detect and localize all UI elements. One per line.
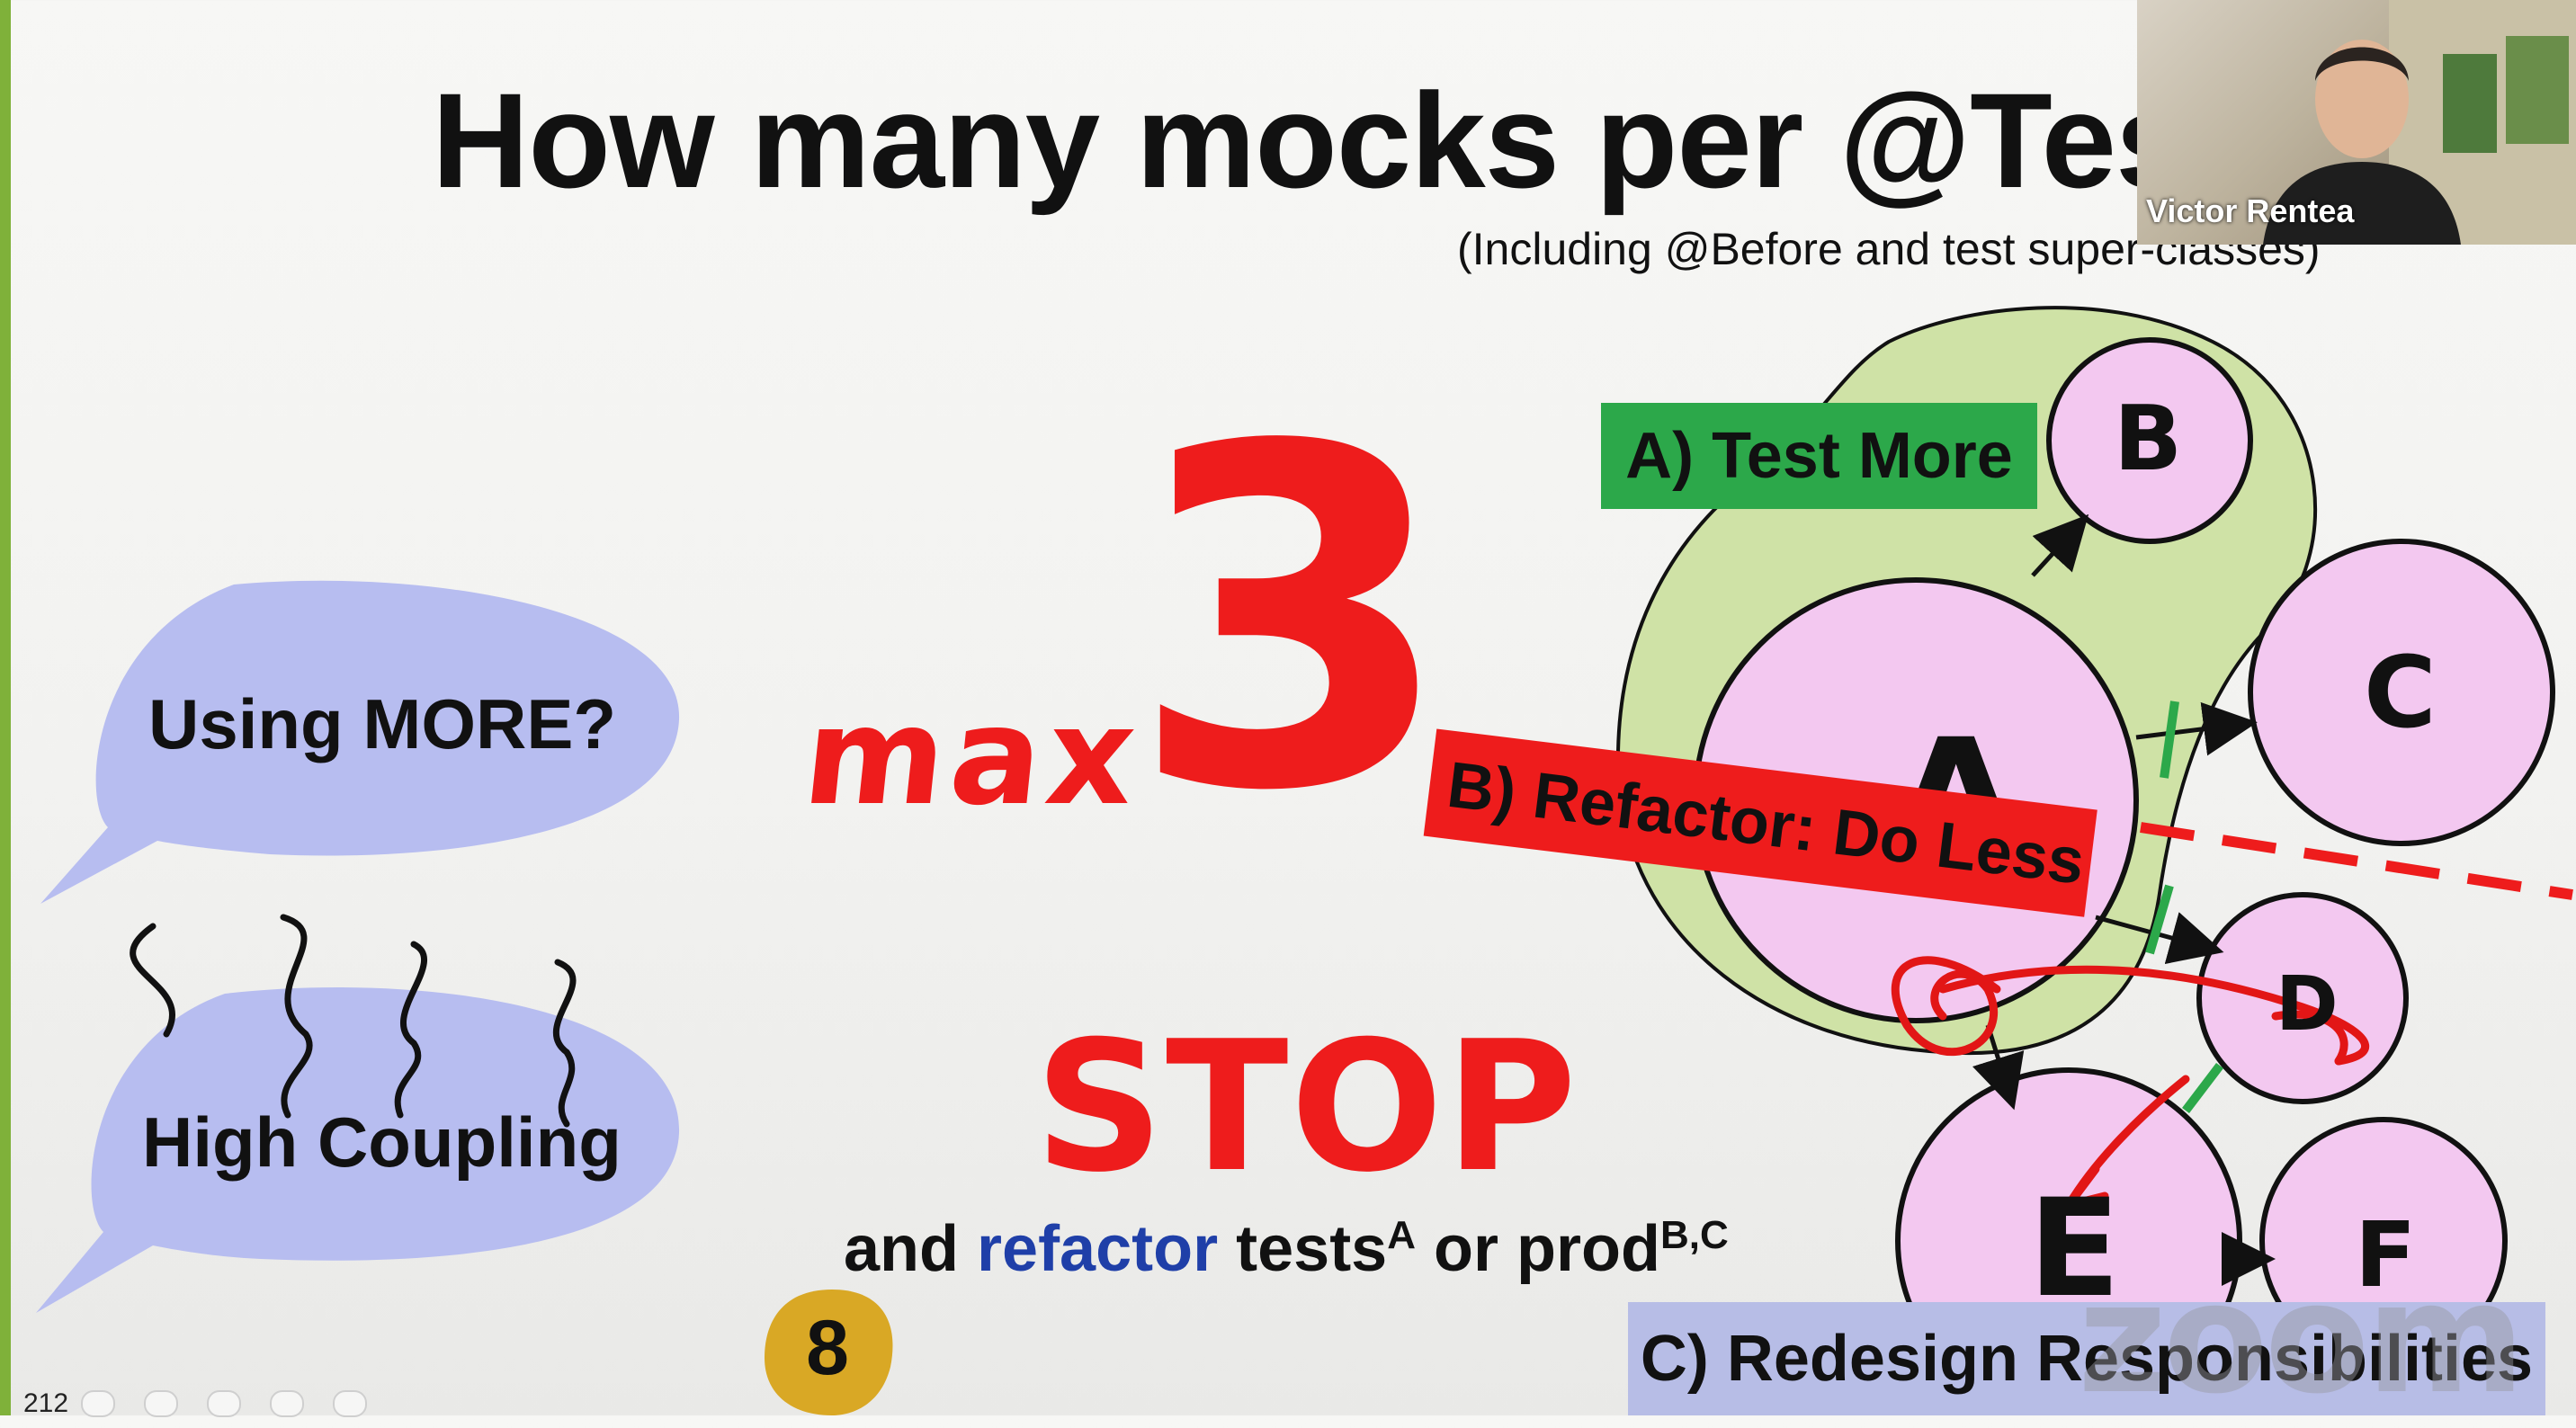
node-d-label: D xyxy=(2276,959,2339,1048)
max-label: max xyxy=(796,679,1149,835)
redesign-responsibilities-label: C) Redesign Responsibilities xyxy=(1628,1302,2545,1415)
more-options-icon[interactable] xyxy=(333,1390,367,1417)
prod-superscript: B,C xyxy=(1659,1213,1729,1257)
dependency-arrows xyxy=(1972,513,2276,1286)
zoom-slide-icon[interactable] xyxy=(270,1390,304,1417)
bubble-coupling-text: High Coupling xyxy=(142,1102,622,1182)
node-d-circle xyxy=(2196,892,2409,1104)
pen-icon[interactable] xyxy=(144,1390,178,1417)
speaker-avatar xyxy=(2263,0,2576,245)
page-badge-number: 8 xyxy=(806,1305,849,1391)
speaker-video-tile[interactable] xyxy=(2137,0,2576,245)
split-dashed-line xyxy=(2140,822,2573,900)
slide-page-number: 212 xyxy=(23,1388,69,1418)
stink-lines xyxy=(130,914,577,1128)
zoom-watermark: zoom xyxy=(2078,1250,2526,1428)
slide-left-border xyxy=(0,0,11,1415)
node-c-label: C xyxy=(2364,635,2437,750)
page-badge-shape xyxy=(765,1290,893,1415)
participant-name: Victor Rentea xyxy=(2146,192,2355,229)
node-e-label: E xyxy=(2028,1171,2120,1327)
node-f-label: F xyxy=(2355,1202,2416,1308)
refactor-word: refactor xyxy=(977,1213,1219,1285)
node-b-circle xyxy=(2046,337,2253,544)
coupling-bubble-shape xyxy=(36,987,680,1313)
refactor-line-tests: tests xyxy=(1218,1213,1388,1285)
previous-slide-icon[interactable] xyxy=(81,1390,115,1417)
boundary-marks xyxy=(2145,701,2223,1114)
refactor-line-prod: or prod xyxy=(1416,1213,1660,1285)
tests-superscript: A xyxy=(1387,1213,1416,1257)
stop-label: STOP xyxy=(1034,1003,1579,1212)
max-number: 3 xyxy=(1129,348,1454,893)
node-b-label: B xyxy=(2114,386,2182,491)
question-bubble-shape xyxy=(40,580,680,904)
bubble-question-text: Using MORE? xyxy=(148,684,616,763)
refactor-line-and: and xyxy=(844,1213,978,1285)
test-more-label: A) Test More xyxy=(1601,403,2037,509)
node-c-circle xyxy=(2248,539,2555,846)
bubbles-graphic xyxy=(36,580,680,1313)
refactor-line: and refactor testsA or prodB,C xyxy=(844,1212,1729,1286)
slide-title: How many mocks per @Test xyxy=(432,65,2234,216)
red-scribble xyxy=(1892,956,2370,1209)
slides-grid-icon[interactable] xyxy=(207,1390,241,1417)
